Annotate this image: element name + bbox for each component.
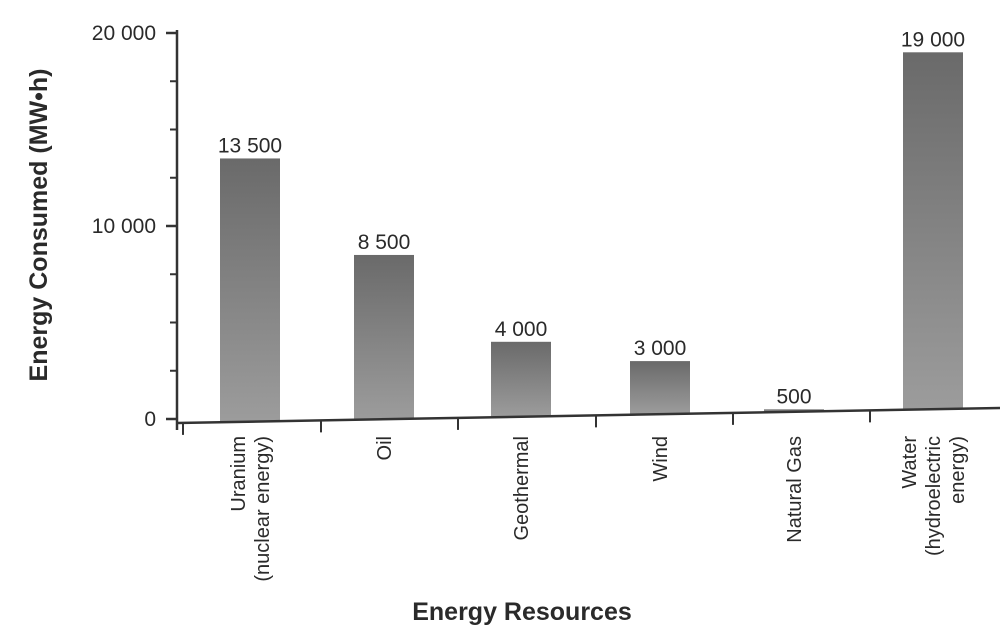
data-label: 3 000 xyxy=(634,337,687,360)
category-label-line: (hydroelectric xyxy=(923,436,945,556)
data-label: 19 000 xyxy=(901,28,965,51)
y-axis-title: Energy Consumed (MW•h) xyxy=(25,69,53,382)
category-label-line: Water xyxy=(899,436,921,489)
category-label: Oil xyxy=(374,436,396,460)
bar-uranium xyxy=(220,158,280,422)
bar-oil xyxy=(354,254,414,420)
category-label: Wind xyxy=(650,436,672,482)
category-label: Geothermal xyxy=(511,436,533,541)
category-label: Natural Gas xyxy=(784,436,806,543)
data-label: 13 500 xyxy=(218,134,282,157)
category-label: Uranium (nuclear energy) xyxy=(228,436,274,582)
data-label: 4 000 xyxy=(495,318,548,341)
data-label: 500 xyxy=(776,385,811,408)
y-tick-label: 10 000 xyxy=(92,215,156,238)
category-label-line: (nuclear energy) xyxy=(252,436,274,582)
bar-water xyxy=(903,52,963,410)
category-label-line: Oil xyxy=(374,436,396,460)
category-label-line: Geothermal xyxy=(511,436,533,541)
bar-geothermal xyxy=(491,341,551,417)
category-labels: Uranium (nuclear energy) Oil Geothermal Wind… xyxy=(228,436,969,582)
x-axis-title: Energy Resources xyxy=(412,598,632,626)
x-axis-line xyxy=(176,406,1000,425)
category-label-line: Wind xyxy=(650,436,672,482)
category-label-line: energy) xyxy=(947,436,969,504)
data-label: 8 500 xyxy=(358,231,411,254)
category-label: Water (hydroelectric energy) xyxy=(899,436,969,556)
y-tick-labels: 0 10 000 20 000 xyxy=(92,22,156,431)
y-tick-label: 0 xyxy=(144,408,156,431)
bar-wind xyxy=(630,361,690,415)
category-label-line: Uranium xyxy=(228,436,250,512)
data-labels: 13 500 8 500 4 000 3 000 500 19 000 xyxy=(218,28,965,408)
y-tick-label: 20 000 xyxy=(92,22,156,45)
bars xyxy=(220,52,963,422)
category-label-line: Natural Gas xyxy=(784,436,806,543)
axis-ticks xyxy=(166,31,871,435)
